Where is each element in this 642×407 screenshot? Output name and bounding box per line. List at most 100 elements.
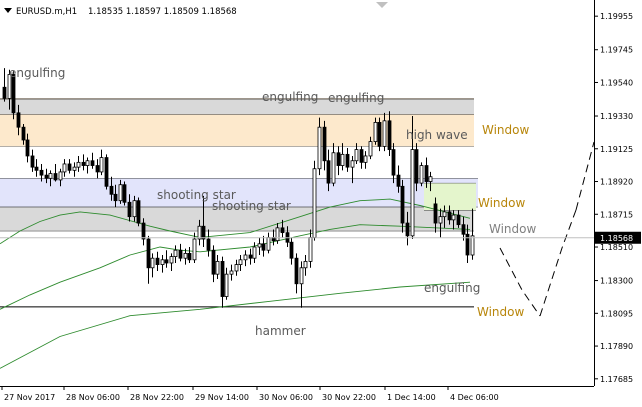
- candle: [132, 195, 137, 222]
- candle-body-bear: [39, 169, 44, 176]
- candle-body-bear: [220, 260, 225, 297]
- candle: [224, 267, 229, 300]
- candle: [299, 261, 304, 308]
- current-price-tag: [595, 231, 641, 244]
- candle-body-bull: [428, 176, 433, 182]
- x-tick-label: 27 Nov 2017: [4, 393, 55, 402]
- y-tick-label: 1.19540: [600, 78, 633, 87]
- candle-body-bear: [345, 153, 350, 168]
- candle: [350, 155, 355, 184]
- candle-body-bull: [410, 149, 415, 237]
- candle: [428, 171, 433, 192]
- candle-body-bear: [95, 165, 100, 173]
- candle: [30, 149, 35, 172]
- candle: [294, 253, 299, 294]
- candle: [275, 223, 280, 244]
- candle-body-bull: [252, 246, 257, 259]
- projection-layer: [499, 141, 595, 317]
- candle: [280, 219, 285, 238]
- candle: [169, 253, 174, 271]
- candle-body-bull: [382, 120, 387, 147]
- axes: 1.19955 1.19745 1.19540 1.19330 1.19125 1.189…: [0, 0, 633, 402]
- candle-body-bull: [438, 216, 443, 224]
- candle-body-bear: [433, 203, 438, 224]
- candle-body-bull: [299, 267, 304, 285]
- candle: [53, 163, 58, 182]
- candle: [336, 146, 341, 176]
- candle-body-bear: [289, 241, 294, 259]
- candle-body-bear: [53, 173, 58, 181]
- candle: [243, 250, 248, 267]
- candle: [58, 168, 63, 187]
- candle-body-bull: [275, 227, 280, 242]
- candle: [456, 210, 461, 228]
- candle-body-bear: [34, 166, 39, 171]
- symbol-label: EURUSD.m,H1: [16, 7, 77, 17]
- candle: [95, 159, 100, 179]
- candle-body-bear: [122, 184, 127, 203]
- candle-body-bear: [261, 243, 266, 251]
- candle: [322, 120, 327, 171]
- candle-body-bear: [16, 112, 21, 128]
- current-price-label: 1.18568: [600, 234, 633, 243]
- x-tick-label: 30 Nov 22:00: [322, 393, 376, 402]
- candle: [289, 237, 294, 265]
- candle: [85, 157, 90, 174]
- candle-body-bear: [391, 149, 396, 176]
- window-label: Window: [477, 305, 525, 319]
- candle-body-bull: [243, 254, 248, 261]
- x-tick-label: 29 Nov 14:00: [195, 393, 249, 402]
- candle: [410, 116, 415, 240]
- candle-body-bear: [359, 149, 364, 163]
- x-tick-group: 27 Nov 2017 28 Nov 06:00 28 Nov 22:00 29 No…: [1, 386, 499, 402]
- chart-shift-marker-icon[interactable]: [376, 2, 388, 8]
- candle: [150, 253, 155, 278]
- candle-body-bear: [21, 126, 26, 141]
- candle: [160, 255, 165, 273]
- candle: [136, 197, 141, 227]
- candle-body-bull: [368, 141, 373, 157]
- candle: [173, 245, 178, 263]
- candle: [419, 162, 424, 187]
- candle-body-bull: [118, 184, 123, 202]
- candle-body-bear: [294, 257, 299, 285]
- y-tick-label: 1.19955: [600, 12, 633, 21]
- candle: [303, 255, 308, 276]
- candle-body-bull: [470, 235, 475, 256]
- candle: [317, 117, 322, 176]
- window-label: Window: [482, 123, 530, 137]
- candle: [470, 208, 475, 260]
- candle: [99, 149, 104, 176]
- candle: [433, 197, 438, 233]
- candle: [252, 242, 257, 263]
- annotation-engulfing: engulfing: [262, 90, 318, 104]
- x-tick-label: 1 Dec 14:00: [387, 393, 436, 402]
- candle: [197, 219, 202, 246]
- ohlc-readout: 1.18535 1.18597 1.18509 1.18568: [88, 7, 237, 17]
- window-label: Window: [489, 222, 537, 236]
- candle-body-bear: [201, 225, 206, 240]
- candle: [340, 143, 345, 171]
- candle: [11, 71, 16, 120]
- candle: [229, 264, 234, 281]
- candle: [465, 224, 470, 263]
- projection-dashed-path: [539, 209, 577, 317]
- candle: [62, 159, 67, 177]
- window-labels: Window Window Window Window: [477, 123, 537, 319]
- candle-body-bull: [169, 256, 174, 264]
- candle: [382, 112, 387, 152]
- candle-body-bear: [465, 233, 470, 256]
- candle-body-bull: [373, 122, 378, 142]
- chart-header: EURUSD.m,H1 1.18535 1.18597 1.18509 1.18…: [4, 2, 388, 17]
- candle-body-bear: [25, 139, 30, 157]
- candle-body-bear: [127, 201, 132, 218]
- candle: [363, 151, 368, 169]
- candle: [48, 170, 53, 187]
- symbol-dropdown-icon[interactable]: [4, 8, 12, 13]
- candle: [141, 218, 146, 246]
- candle: [122, 181, 127, 206]
- candle-body-bull: [317, 126, 322, 170]
- candle-body-bull: [257, 243, 262, 248]
- candle: [34, 159, 39, 177]
